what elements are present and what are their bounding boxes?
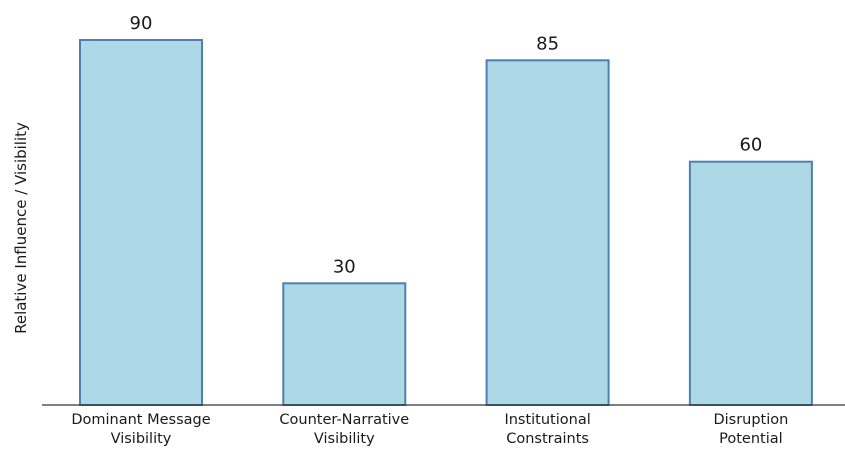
- value-label-0: 90: [130, 13, 153, 34]
- bars-group: [79, 39, 813, 407]
- x-tick-label-2: Institutional Constraints: [504, 412, 590, 447]
- bar-3: [688, 160, 813, 406]
- x-tick-label-3: Disruption Potential: [713, 412, 788, 447]
- x-tick-labels-group: Dominant Message Visibility Counter-Narrat…: [71, 412, 788, 447]
- bar-2: [485, 59, 610, 407]
- value-label-2: 85: [536, 33, 559, 54]
- value-labels-group: 90 30 85 60: [130, 13, 763, 277]
- value-label-1: 30: [333, 256, 356, 277]
- bar-0: [79, 39, 203, 406]
- y-axis-title: Relative Influence / Visibility: [12, 122, 30, 334]
- x-tick-label-0: Dominant Message Visibility: [71, 412, 210, 447]
- bar-1: [282, 282, 407, 406]
- value-label-3: 60: [739, 135, 762, 156]
- x-tick-label-1: Counter-Narrative Visibility: [279, 412, 409, 447]
